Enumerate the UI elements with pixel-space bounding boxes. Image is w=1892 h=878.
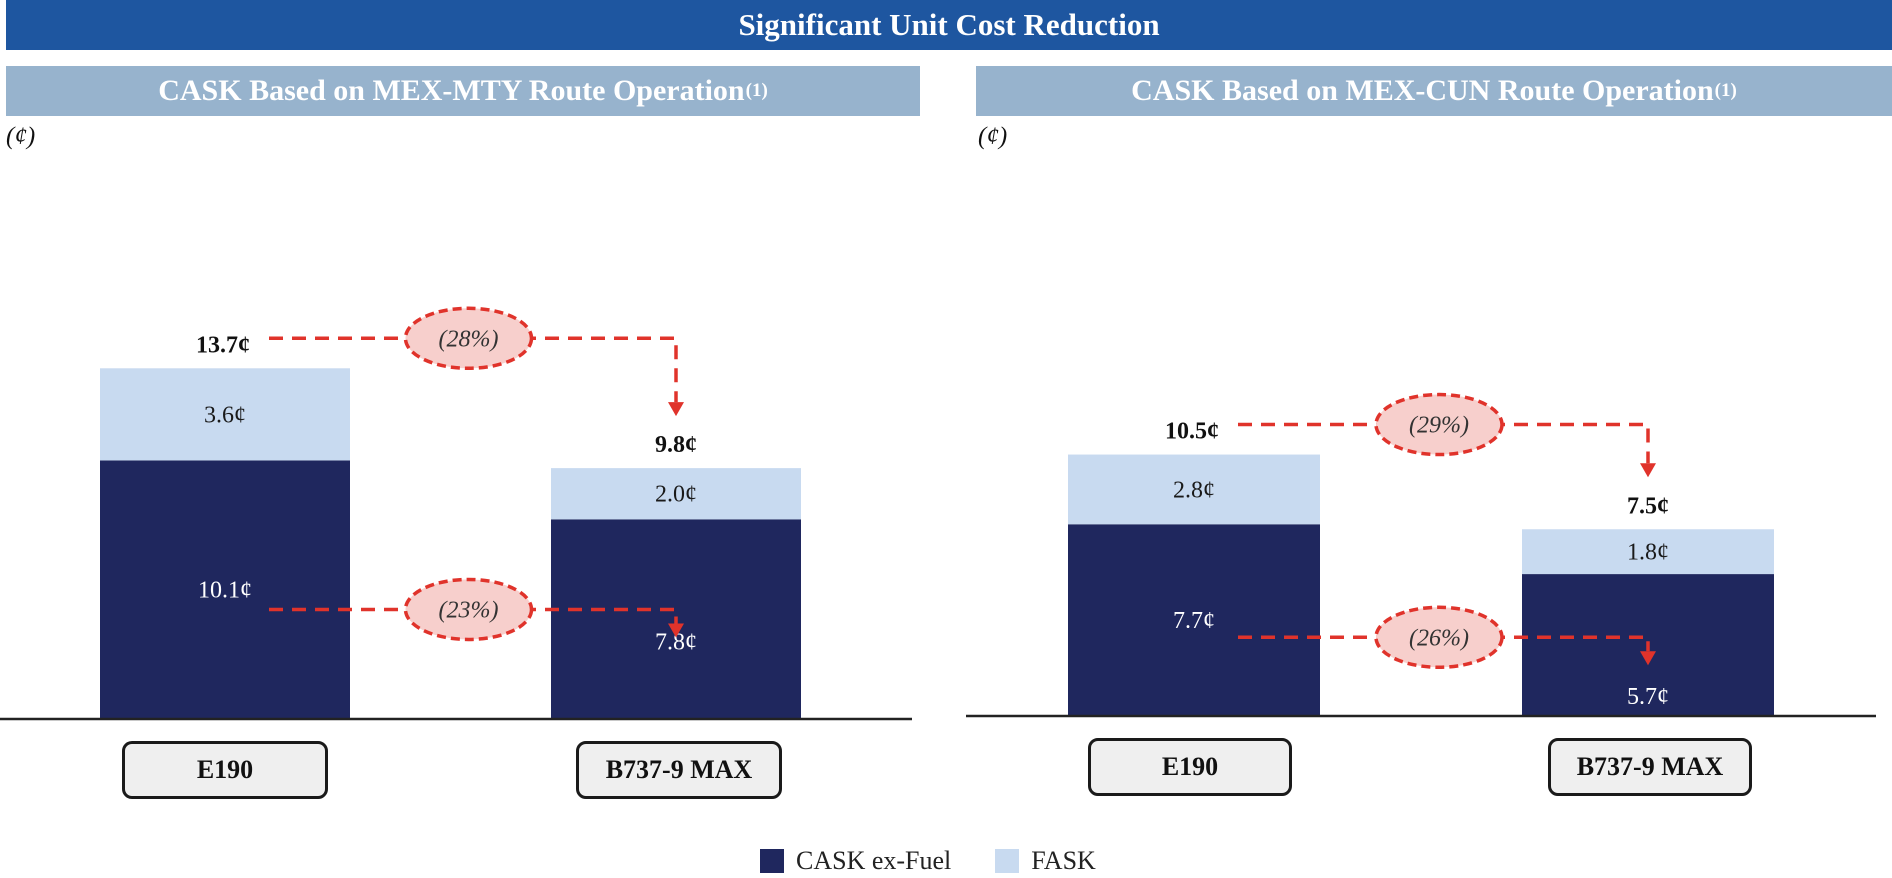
x-category-label: E190 — [1161, 752, 1219, 781]
total-label: 13.7¢ — [196, 332, 250, 358]
ex-fuel-change-pct-label: (26%) — [1409, 625, 1469, 651]
x-category-b737-9-max: B737-9 MAX — [1548, 738, 1752, 796]
unit-label: (¢) — [6, 123, 36, 150]
data-label-fask: 2.0¢ — [655, 482, 697, 508]
panel-title: CASK Based on MEX-MTY Route Operation — [158, 74, 745, 107]
x-category-label: B737-9 MAX — [1576, 752, 1724, 781]
total-label: 10.5¢ — [1165, 419, 1219, 445]
total-label: 9.8¢ — [655, 432, 697, 458]
total-change-pct-label: (29%) — [1409, 413, 1469, 439]
stacked-bar-chart: 10.1¢3.6¢7.8¢2.0¢13.7¢9.8¢(28%)(23%) — [0, 306, 912, 721]
legend-label: CASK ex-Fuel — [796, 846, 952, 875]
data-label-cask-ex-fuel: 5.7¢ — [1627, 684, 1669, 710]
total-change-pct-bubble — [1374, 392, 1504, 457]
x-category-b737-9-max: B737-9 MAX — [576, 741, 782, 799]
bar-fask — [551, 468, 801, 520]
bar-cask-ex-fuel — [1068, 524, 1320, 716]
ex-fuel-change-line — [269, 607, 678, 624]
chart-legend: CASK ex-Fuel FASK — [760, 846, 1140, 876]
bar-fask — [1068, 454, 1320, 525]
ex-fuel-change-arrowhead — [1640, 651, 1656, 666]
panel-title-footnote: (1) — [1714, 80, 1737, 101]
total-change-pct-bubble — [403, 306, 534, 371]
x-category-e190: E190 — [122, 741, 328, 799]
bar-fask — [100, 368, 350, 461]
data-label-fask: 1.8¢ — [1627, 540, 1669, 566]
bar-cask-ex-fuel — [100, 460, 350, 719]
chart-panel-mex-mty: CASK Based on MEX-MTY Route Operation (1)… — [0, 66, 940, 876]
total-change-pct-label: (28%) — [439, 326, 499, 352]
legend-swatch — [760, 849, 784, 873]
panel-title-bar: CASK Based on MEX-CUN Route Operation (1) — [976, 66, 1892, 116]
total-change-line — [269, 336, 678, 403]
legend-item-fask: FASK — [995, 846, 1096, 876]
main-title-banner: Significant Unit Cost Reduction — [6, 0, 1892, 50]
x-category-e190: E190 — [1088, 738, 1292, 796]
bar-fask — [1522, 529, 1774, 575]
ex-fuel-change-pct-bubble — [403, 577, 534, 642]
data-label-fask: 2.8¢ — [1173, 477, 1215, 503]
ex-fuel-change-line — [1238, 635, 1650, 652]
panel-title-bar: CASK Based on MEX-MTY Route Operation (1) — [6, 66, 920, 116]
x-category-label: E190 — [196, 755, 254, 784]
main-title: Significant Unit Cost Reduction — [738, 7, 1160, 42]
stacked-bar-chart: 7.7¢ 2.8¢ 5.7¢ 1.8¢ 10.5¢ 7.5¢ (29%) (26%) — [966, 392, 1876, 718]
ex-fuel-change-pct-bubble — [1374, 605, 1504, 670]
x-category-label: B737-9 MAX — [605, 755, 753, 784]
panel-title-footnote: (1) — [745, 80, 768, 101]
total-change-arrowhead — [668, 402, 684, 417]
total-label: 7.5¢ — [1627, 493, 1669, 519]
panel-title: CASK Based on MEX-CUN Route Operation — [1131, 74, 1714, 107]
chart-panel-mex-cun: CASK Based on MEX-CUN Route Operation (1)… — [966, 66, 1892, 876]
ex-fuel-change-arrowhead — [668, 623, 684, 638]
unit-label: (¢) — [978, 123, 1008, 150]
total-change-arrowhead — [1640, 463, 1656, 478]
data-label-cask-ex-fuel: 10.1¢ — [198, 578, 252, 604]
ex-fuel-change-pct-label: (23%) — [439, 597, 499, 623]
legend-swatch — [995, 849, 1020, 873]
legend-item-cask-ex-fuel: CASK ex-Fuel — [760, 846, 951, 876]
data-label-fask: 3.6¢ — [204, 402, 246, 428]
data-label-cask-ex-fuel: 7.7¢ — [1173, 608, 1215, 634]
legend-label: FASK — [1031, 846, 1096, 875]
